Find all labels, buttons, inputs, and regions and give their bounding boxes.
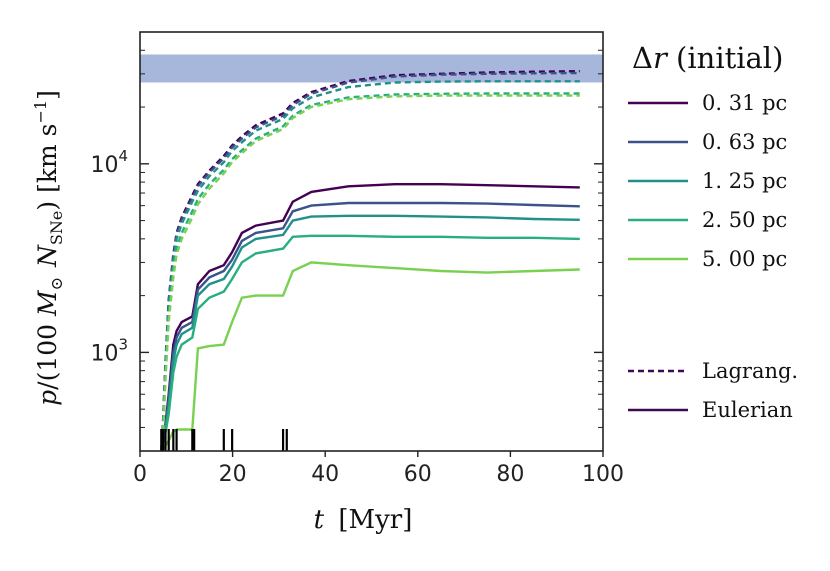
legend-label-2: 1. 25 pc xyxy=(702,169,787,193)
x-tick-label-4: 80 xyxy=(496,462,524,487)
series-line-eulerian-3 xyxy=(160,234,580,452)
legend: 0. 31 pc 0. 63 pc 1. 25 pc 2. 50 pc 5. 00 pc… xyxy=(628,91,798,422)
x-tick-label-5: 100 xyxy=(582,462,624,487)
y-tick-label-1: 104 xyxy=(90,147,128,178)
series-line-eulerian-1 xyxy=(160,201,580,452)
legend-label-4: 5. 00 pc xyxy=(702,247,787,271)
x-tick-label-1: 20 xyxy=(219,462,247,487)
series-line-lagrangian-1 xyxy=(160,71,580,452)
legend-title: Δr (initial) xyxy=(632,41,783,75)
y-tick-label-0: 103 xyxy=(90,335,128,366)
series-line-eulerian-2 xyxy=(160,214,580,452)
legend-style-label-0: Lagrang. xyxy=(702,359,798,383)
x-axis-label: t [Myr] xyxy=(314,505,413,535)
x-tick-label-3: 60 xyxy=(404,462,432,487)
legend-label-1: 0. 63 pc xyxy=(702,130,787,154)
plot-area: 0 20 40 60 80 100 103 104 xyxy=(90,31,624,487)
legend-label-0: 0. 31 pc xyxy=(702,91,787,115)
series-line-eulerian-4 xyxy=(160,261,580,452)
series-line-eulerian-0 xyxy=(160,183,580,452)
legend-style-label-1: Eulerian xyxy=(702,398,793,422)
x-tick-label-2: 40 xyxy=(311,462,339,487)
series-line-lagrangian-0 xyxy=(160,70,580,452)
x-tick-label-0: 0 xyxy=(133,462,147,487)
series-line-lagrangian-4 xyxy=(160,94,580,452)
legend-label-3: 2. 50 pc xyxy=(702,208,787,232)
axes-frame xyxy=(139,31,604,452)
y-axis-label: p/(100 M⊙NSNe)[km s−1] xyxy=(31,90,66,406)
